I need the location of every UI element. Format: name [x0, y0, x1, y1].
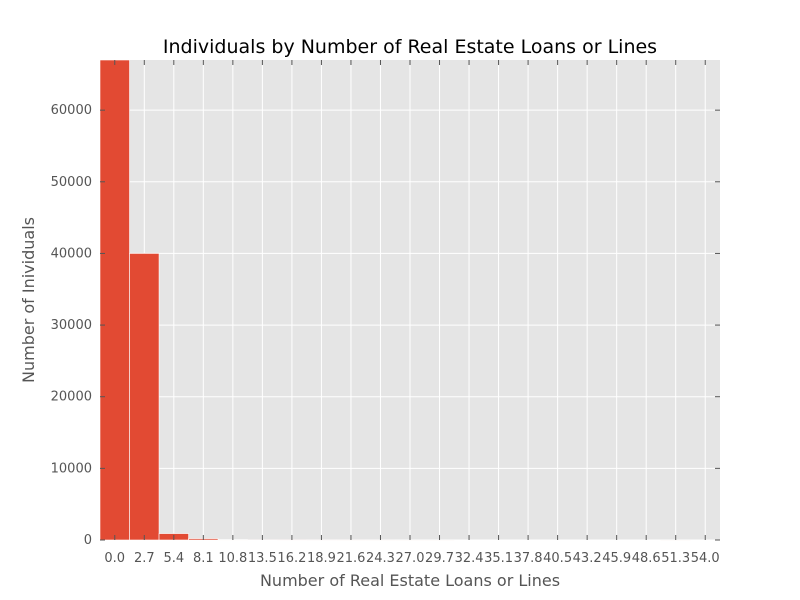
x-tick-label: 29.7	[425, 551, 454, 566]
y-tick-label: 60000	[51, 103, 92, 118]
histogram-bar	[99, 59, 130, 541]
chart-title: Individuals by Number of Real Estate Loa…	[163, 36, 657, 58]
histogram-bar	[660, 539, 691, 541]
gridlines	[100, 60, 720, 541]
x-tick-label: 51.3	[661, 551, 690, 566]
y-tick-label: 50000	[51, 175, 92, 190]
x-tick-label: 2.7	[134, 551, 155, 566]
x-tick-label: 43.2	[573, 551, 602, 566]
histogram-bar	[306, 539, 337, 541]
x-tick-label: 13.5	[248, 551, 277, 566]
bars	[99, 59, 691, 541]
y-tick-label: 30000	[51, 318, 92, 333]
y-tick-label: 10000	[51, 461, 92, 476]
x-tick-label: 37.8	[514, 551, 543, 566]
x-tick-label: 54.0	[691, 551, 720, 566]
y-tick-label: 40000	[51, 246, 92, 261]
histogram-bar	[335, 539, 367, 541]
x-tick-label: 32.4	[455, 551, 484, 566]
histogram-bar	[129, 253, 160, 541]
y-tick-label: 0	[84, 533, 92, 548]
x-tick-labels: 0.0 2.7 5.4 8.1 10.8 13.5 16.2 18.9 21.6 24.3 27.0…	[104, 551, 719, 566]
x-tick-label: 21.6	[336, 551, 365, 566]
histogram-bar	[424, 539, 455, 541]
x-tick-label: 45.9	[602, 551, 631, 566]
x-axis-label: Number of Real Estate Loans or Lines	[260, 571, 560, 590]
x-tick-label: 5.4	[163, 551, 184, 566]
histogram-bar	[276, 539, 307, 541]
x-tick-label: 40.5	[543, 551, 572, 566]
x-tick-label: 27.0	[396, 551, 425, 566]
x-tick-label: 48.6	[632, 551, 661, 566]
y-tick-label: 20000	[51, 390, 92, 405]
x-tick-label: 8.1	[193, 551, 214, 566]
tick-marks	[100, 60, 720, 541]
histogram-bar	[365, 539, 396, 541]
y-tick-labels: 0 10000 20000 30000 40000 50000 60000	[51, 103, 92, 548]
x-tick-label: 16.2	[277, 551, 306, 566]
histogram-bar	[394, 539, 426, 541]
x-tick-label: 0.0	[104, 551, 125, 566]
x-tick-label: 35.1	[484, 551, 513, 566]
x-tick-label: 18.9	[307, 551, 336, 566]
x-tick-label: 10.8	[218, 551, 247, 566]
y-axis-label: Number of Inividuals	[19, 217, 38, 383]
x-tick-label: 24.3	[366, 551, 395, 566]
